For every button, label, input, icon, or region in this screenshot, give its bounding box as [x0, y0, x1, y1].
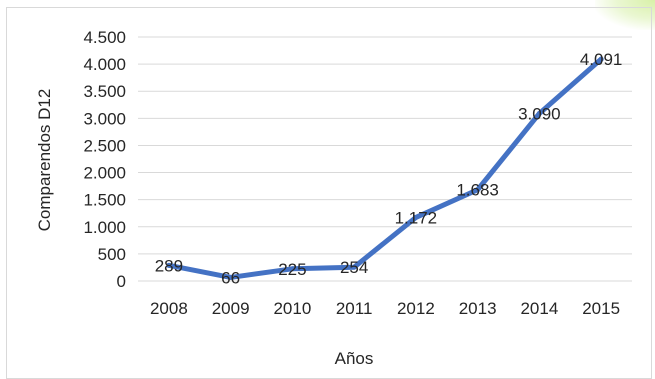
data-label: 225 [278, 260, 306, 279]
data-label: 3.090 [518, 104, 561, 123]
data-labels: 289 66 225 254 1.172 1.683 3.090 4.091 [155, 50, 623, 287]
y-tick-label: 3.000 [83, 109, 126, 128]
y-tick-label: 2.000 [83, 164, 126, 183]
data-label: 254 [340, 258, 368, 277]
data-label: 4.091 [580, 50, 623, 69]
data-label: 1.172 [395, 208, 438, 227]
y-tick-label: 0 [117, 272, 126, 291]
x-tick-label: 2011 [336, 299, 373, 318]
data-label: 1.683 [456, 181, 499, 200]
x-tick-label: 2009 [212, 299, 250, 318]
x-tick-label: 2012 [397, 299, 435, 318]
y-tick-label: 4.000 [83, 55, 126, 74]
x-tick-label: 2013 [459, 299, 497, 318]
data-label: 289 [155, 256, 183, 275]
x-tick-label: 2008 [150, 299, 188, 318]
x-tick-label: 2015 [582, 299, 620, 318]
y-tick-label: 4.500 [83, 28, 126, 47]
y-tick-label: 500 [98, 245, 126, 264]
series-line [169, 59, 601, 277]
y-axis-tick-labels: 0 500 1.000 1.500 2.000 2.500 3.000 3.500 4.000 4… [83, 28, 126, 291]
series-layer [166, 57, 603, 280]
data-label: 66 [221, 268, 240, 287]
x-tick-label: 2010 [273, 299, 311, 318]
y-tick-label: 3.500 [83, 82, 126, 101]
y-tick-label: 1.500 [83, 191, 126, 210]
y-tick-label: 2.500 [83, 136, 126, 155]
y-axis-title: Comparendos D12 [35, 89, 54, 232]
x-axis-title: Años [335, 349, 374, 368]
x-tick-label: 2014 [520, 299, 558, 318]
y-tick-label: 1.000 [83, 218, 126, 237]
x-axis-tick-labels: 2008 2009 2010 2011 2012 2013 2014 2015 [150, 299, 620, 318]
